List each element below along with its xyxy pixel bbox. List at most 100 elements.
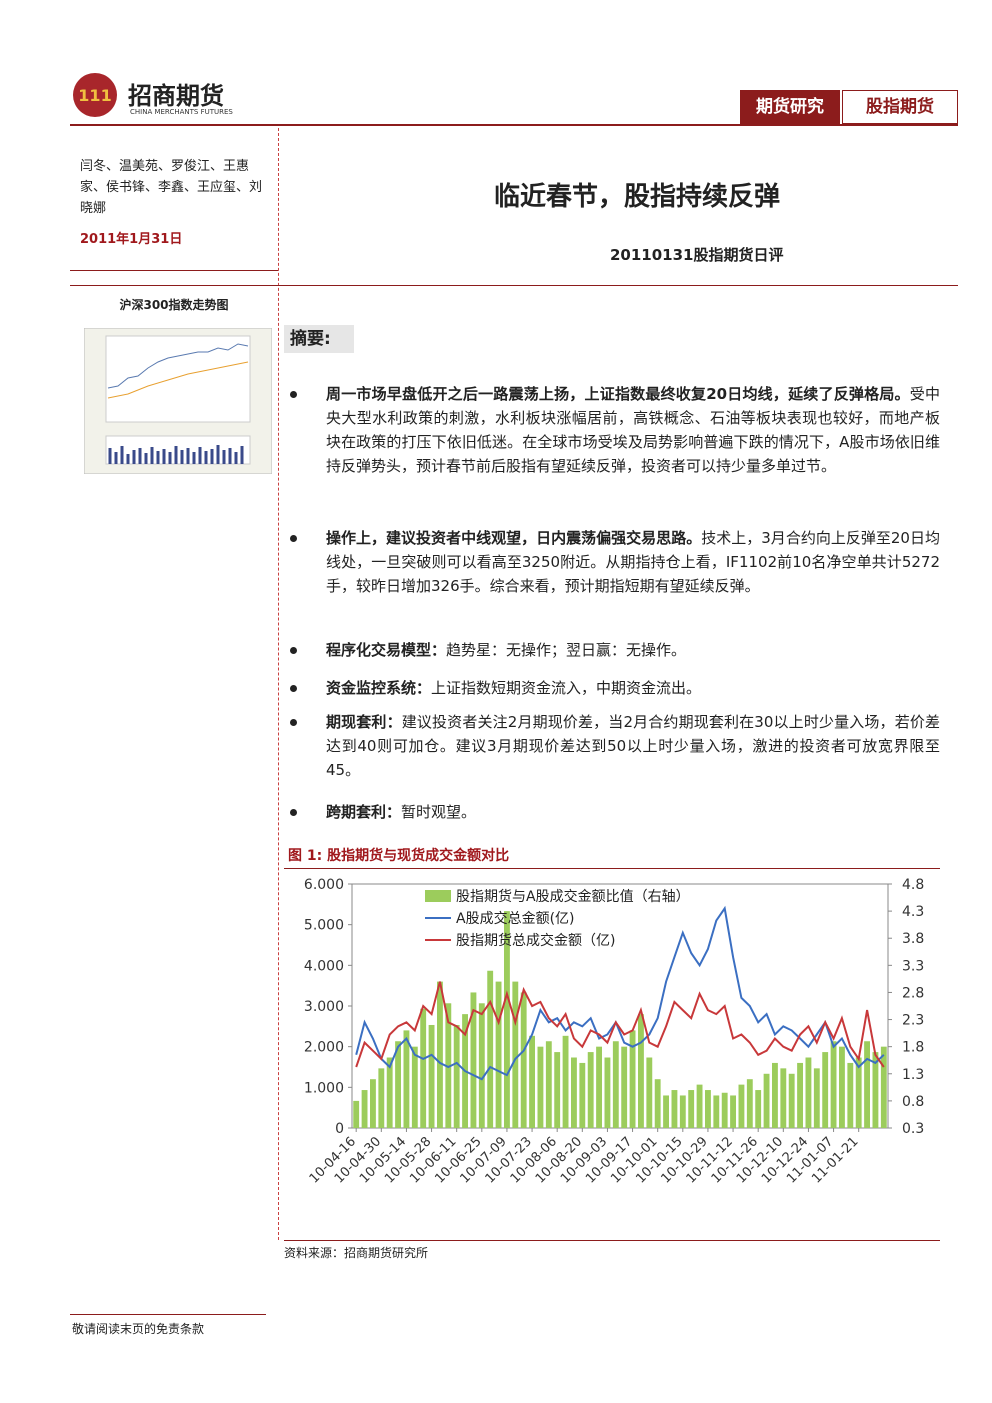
section-heading: 摘要: — [284, 325, 354, 353]
bar — [504, 911, 510, 1128]
bullet-dot — [290, 685, 297, 692]
bar — [428, 1024, 435, 1128]
bullet-lead: 周一市场早盘低开之后一路震荡上扬，上证指数最终收复20日均线，延续了反弹格局。 — [326, 385, 910, 403]
bar — [638, 1014, 644, 1128]
bullet: 期现套利：建议投资者关注2月期现价差，当2月合约期现套利在30以上时少量入场，若… — [290, 710, 940, 782]
bar — [780, 1068, 787, 1128]
bar — [746, 1079, 753, 1128]
bar — [629, 1030, 636, 1128]
figure-title: 图 1: 股指期货与现货成交金额对比 — [288, 848, 510, 864]
bar — [562, 1035, 569, 1128]
bar — [596, 1046, 602, 1128]
bullet: 资金监控系统：上证指数短期资金流入，中期资金流出。 — [290, 676, 940, 700]
bullet: 周一市场早盘低开之后一路震荡上扬，上证指数最终收复20日均线，延续了反弹格局。受… — [290, 382, 940, 478]
bullet-dot — [290, 535, 297, 542]
bar — [663, 1095, 669, 1128]
bullet: 操作上，建议投资者中线观望，日内震荡偏强交易思路。技术上，3月合约向上反弹至20… — [290, 526, 940, 598]
bar — [378, 1068, 385, 1128]
bar — [587, 1052, 594, 1128]
legend-label: 股指期货总成交金额（亿) — [456, 932, 615, 949]
bullet-lead: 操作上，建议投资者中线观望，日内震荡偏强交易思路。 — [326, 529, 702, 547]
line — [355, 905, 885, 1081]
source: 资料来源：招商期货研究所 — [284, 1246, 429, 1260]
logo-text: 招商期货 — [128, 82, 224, 110]
bar — [646, 1057, 653, 1128]
bar — [386, 1057, 393, 1128]
bar — [512, 981, 519, 1128]
y2-tick-label: 4.3 — [902, 904, 924, 920]
bar — [696, 1084, 703, 1128]
bar — [403, 1030, 410, 1128]
bar — [847, 1062, 854, 1128]
bar — [654, 1079, 661, 1128]
bar — [805, 1057, 812, 1128]
bar — [755, 1090, 762, 1128]
bar — [612, 1041, 619, 1128]
bar — [738, 1084, 745, 1128]
bullet-text: 趋势星：无操作；翌日赢：无操作。 — [446, 641, 687, 659]
line — [355, 981, 885, 1068]
bar — [604, 1057, 611, 1128]
y-tick-label: 2.000 — [304, 1040, 344, 1056]
y2-tick-label: 2.8 — [902, 985, 924, 1001]
bullet-dot — [290, 647, 297, 654]
rule — [70, 1314, 266, 1315]
bar — [554, 1052, 561, 1128]
svg-text:111: 111 — [78, 86, 111, 105]
bar — [721, 1092, 728, 1128]
legend-swatch — [425, 890, 451, 902]
bar — [813, 1068, 820, 1128]
bullet-dot — [290, 719, 297, 726]
bullet-text: 受中央大型水利政策的刺激，水利板块涨幅居前，高铁概念、石油等板块表现也较好，而地… — [326, 385, 940, 475]
footer: 敬请阅读末页的免责条款 — [72, 1322, 205, 1336]
bar — [353, 1100, 360, 1128]
bullet-lead: 跨期套利： — [326, 803, 402, 821]
bar — [437, 981, 443, 1128]
legend-label: A股成交总金额(亿) — [456, 910, 575, 927]
y2-tick-label: 0.3 — [902, 1121, 924, 1137]
bar — [571, 1057, 577, 1128]
bullet-text: 暂时观望。 — [401, 803, 477, 821]
subtitle: 20110131股指期货日评 — [610, 246, 784, 264]
bar — [671, 1090, 678, 1128]
bullet-lead: 资金监控系统： — [326, 679, 432, 697]
bar — [872, 1052, 879, 1128]
bullet-lead: 期现套利： — [326, 713, 402, 731]
bar — [395, 1041, 401, 1128]
rule — [70, 285, 958, 286]
bar — [797, 1062, 803, 1128]
bar — [420, 1008, 427, 1128]
bar — [705, 1090, 711, 1128]
divider — [278, 128, 279, 1240]
tag: 期货研究 — [740, 90, 840, 124]
y2-tick-label: 1.3 — [902, 1067, 924, 1083]
bar — [545, 1041, 552, 1128]
y2-tick-label: 2.3 — [902, 1013, 924, 1029]
rule — [70, 270, 278, 271]
bar — [830, 1041, 837, 1128]
title: 临近春节，股指持续反弹 — [493, 182, 780, 212]
bar — [495, 981, 502, 1128]
bar — [713, 1095, 720, 1128]
tag: 股指期货 — [842, 90, 958, 124]
bar — [864, 1041, 870, 1128]
y2-tick-label: 3.3 — [902, 958, 924, 974]
authors: 闫冬、温美苑、罗俊江、王惠家、侯书锋、李鑫、王应玺、刘晓娜 — [80, 159, 263, 216]
chart: 0 1.000 2.000 3.000 4.000 5.000 6.000 0.3 0.8 1.3… — [304, 877, 924, 1187]
bullet: 跨期套利：暂时观望。 — [290, 800, 940, 824]
bar — [370, 1079, 376, 1128]
bar — [487, 970, 494, 1128]
y-tick-label: 4.000 — [304, 958, 344, 974]
y2-tick-label: 0.8 — [902, 1094, 924, 1110]
legend-label: 股指期货与A股成交金额比值（右轴） — [456, 888, 690, 905]
bar — [537, 1046, 544, 1128]
bar — [621, 1046, 628, 1128]
header-rule — [70, 124, 958, 126]
y-tick-label: 0 — [335, 1121, 344, 1137]
thumbnail — [84, 328, 272, 474]
bullet-dot — [290, 391, 297, 398]
bar — [788, 1073, 795, 1128]
bullet-text: 技术上，3月合约向上反弹至20日均线处，一旦突破则可以看高至3250附近。从期指… — [326, 529, 940, 595]
bar — [688, 1090, 695, 1128]
